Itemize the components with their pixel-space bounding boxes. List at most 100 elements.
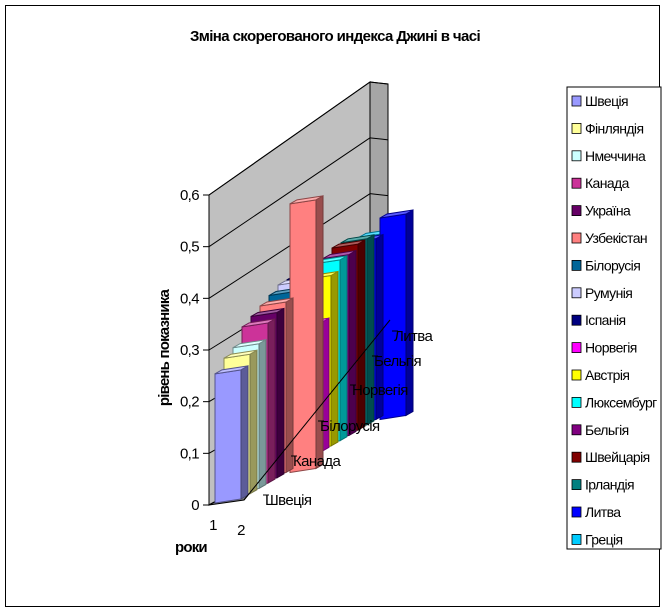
legend-label: Нмеччина [585, 148, 646, 164]
legend-item: Швеція [571, 93, 629, 109]
legend-item: Білорусія [571, 257, 641, 273]
legend-item: Люксембург [571, 394, 658, 410]
x-tick-1: 1 [209, 517, 217, 534]
legend-item: Україна [571, 203, 632, 219]
y-axis: 0 0,1 0,2 0,3 0,4 0,5 0,6 [180, 187, 210, 514]
legend-swatch [571, 259, 582, 271]
legend-label: Греція [585, 531, 622, 547]
legend-label: Фінляндія [585, 120, 643, 136]
legend-label: Румунія [585, 285, 632, 301]
legend: Швеція Фінляндія Нмеччина Канада Україна Узбе… [566, 86, 662, 550]
bar-side [348, 249, 357, 437]
bar-side [339, 255, 348, 442]
legend-label: Ірландія [585, 477, 634, 493]
y-tick-label: 0 [191, 497, 199, 514]
legend-label: Україна [585, 203, 631, 219]
legend-label: Люксембург [585, 394, 657, 410]
legend-swatch [571, 123, 582, 134]
bar-top [259, 297, 294, 307]
legend-swatch [571, 232, 582, 244]
gridline [208, 81, 371, 196]
bar [214, 364, 249, 504]
bar-top [232, 339, 267, 349]
x-axis-label: роки [175, 539, 207, 556]
y-tick-label: 0,3 [180, 342, 199, 359]
legend-swatch [571, 95, 582, 107]
legend-item: Швейцарія [571, 449, 650, 465]
legend-swatch [571, 177, 582, 189]
depth-tick-label: Канада [293, 453, 341, 470]
legend-label: Швеція [585, 93, 628, 109]
legend-item: Канада [571, 175, 630, 191]
bar-top [331, 239, 366, 249]
legend-item: Австрія [571, 367, 630, 383]
legend-swatch [571, 314, 582, 326]
legend-label: Швейцарія [585, 449, 650, 465]
bar-side [267, 318, 276, 484]
bar-top [250, 307, 285, 317]
legend-swatch [571, 451, 582, 463]
legend-label: Литва [585, 504, 621, 520]
legend-label: Узбекістан [585, 230, 647, 246]
legend-item: Греція [571, 531, 623, 547]
bar-top [241, 318, 276, 328]
legend-swatch [571, 205, 582, 217]
bar-side [357, 239, 366, 431]
legend-swatch [571, 150, 582, 162]
depth-tick-label: Норвегія [352, 382, 408, 399]
legend-swatch [571, 506, 582, 518]
bars [214, 194, 414, 504]
y-tick-label: 0,5 [180, 239, 199, 256]
legend-item: Ірландія [571, 477, 635, 493]
legend-label: Бельгія [585, 422, 629, 438]
y-tick-label: 0,1 [180, 445, 199, 462]
legend-swatch [571, 396, 582, 408]
depth-axis-line [243, 319, 391, 501]
bar-top [322, 250, 357, 260]
legend-label: Норвегія [585, 340, 637, 356]
bar-side [249, 349, 258, 495]
bar-top [214, 365, 249, 375]
bar-top [289, 195, 324, 205]
gridline-side [369, 193, 389, 197]
bar-top [379, 209, 414, 219]
legend-item: Нмеччина [571, 148, 647, 164]
legend-swatch [571, 424, 582, 436]
chart-title: Зміна скорегованого индекса Джині в часі [190, 28, 481, 45]
x-tick-2: 2 [237, 522, 245, 539]
legend-item: Іспанія [571, 312, 626, 328]
bar-front [214, 369, 242, 504]
legend-label: Австрія [585, 367, 629, 383]
legend-item: Фінляндія [571, 120, 644, 136]
y-tick-label: 0,4 [180, 290, 199, 307]
bar-top [340, 234, 375, 244]
legend-item: Норвегія [571, 340, 637, 356]
depth-tick-label: Швеція [265, 492, 312, 509]
depth-tick-label: Литва [394, 328, 433, 345]
y-tick-label: 0,2 [180, 394, 199, 411]
depth-tick-label: Білорусія [320, 418, 380, 435]
legend-swatch [571, 369, 582, 381]
gridline [208, 137, 371, 248]
gridline-side [369, 137, 389, 141]
depth-tick-label: Бельгія [374, 353, 421, 370]
y-tick-label: 0,6 [180, 187, 199, 204]
legend-swatch [571, 534, 582, 545]
depth-axis: Швеція Канада Білорусія Норвегія Бельгія Литв… [243, 319, 434, 509]
bar-side [258, 338, 267, 490]
legend-item: Узбекістан [571, 230, 648, 246]
bar [379, 209, 414, 421]
legend-swatch [571, 342, 582, 354]
bar [289, 194, 324, 474]
legend-label: Білорусія [585, 257, 640, 273]
legend-item: Бельгія [571, 422, 629, 438]
gridline-side [369, 81, 389, 85]
legend-item: Румунія [571, 285, 633, 301]
legend-swatch [571, 479, 582, 491]
legend-box [566, 86, 662, 550]
legend-label: Іспанія [585, 312, 625, 328]
bar-side [240, 364, 249, 500]
y-axis-label: рівень показника [156, 288, 173, 406]
bar-top [223, 349, 258, 359]
